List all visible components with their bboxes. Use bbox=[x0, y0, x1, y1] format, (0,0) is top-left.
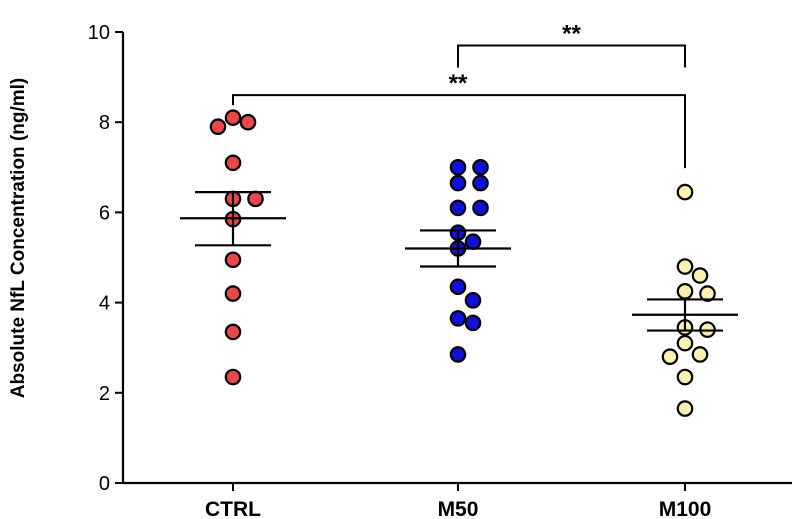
data-point bbox=[224, 285, 242, 302]
data-point bbox=[239, 113, 257, 131]
x-tick-label: CTRL bbox=[205, 498, 261, 519]
data-point bbox=[449, 346, 467, 363]
data-point bbox=[224, 109, 242, 126]
data-point bbox=[449, 310, 467, 327]
significance-bracket bbox=[232, 94, 686, 169]
data-point bbox=[224, 368, 242, 386]
y-tick-label: 4 bbox=[99, 293, 110, 315]
y-tick-label: 0 bbox=[99, 473, 110, 495]
data-point bbox=[472, 159, 489, 176]
y-ticks: 0 2 4 6 8 10 bbox=[88, 22, 123, 495]
data-point bbox=[224, 323, 242, 341]
y-tick-label: 10 bbox=[88, 22, 110, 44]
data-point bbox=[224, 251, 242, 269]
data-point bbox=[449, 278, 467, 296]
mean-sem-markers bbox=[180, 191, 738, 332]
data-point bbox=[224, 154, 242, 172]
data-point bbox=[472, 174, 489, 192]
data-points bbox=[209, 109, 716, 417]
data-point bbox=[472, 199, 489, 217]
data-point bbox=[676, 283, 694, 300]
data-point bbox=[464, 292, 482, 309]
significance-brackets: ** ** bbox=[232, 21, 686, 169]
x-categories: CTRL M50 M100 bbox=[205, 483, 711, 519]
significance-label: ** bbox=[449, 70, 468, 97]
data-point bbox=[209, 118, 227, 136]
data-point bbox=[449, 174, 467, 192]
data-point bbox=[676, 334, 694, 352]
data-point bbox=[464, 233, 482, 251]
x-tick-label: M50 bbox=[438, 498, 479, 519]
data-point bbox=[449, 199, 467, 217]
significance-label: ** bbox=[562, 21, 581, 48]
data-point bbox=[676, 400, 694, 417]
data-point bbox=[676, 183, 694, 201]
y-tick-label: 2 bbox=[99, 383, 110, 405]
y-tick-label: 6 bbox=[99, 202, 110, 224]
y-tick-label: 8 bbox=[99, 112, 110, 134]
y-axis-title: Absolute NfL Concentration (ng/ml) bbox=[8, 78, 29, 399]
data-point bbox=[699, 285, 716, 302]
data-point bbox=[464, 314, 482, 332]
significance-bracket bbox=[457, 44, 686, 68]
data-point bbox=[661, 348, 679, 366]
data-point bbox=[676, 368, 694, 386]
x-tick-label: M100 bbox=[659, 498, 712, 519]
data-point bbox=[691, 267, 709, 284]
data-point bbox=[676, 258, 694, 275]
data-point bbox=[691, 346, 709, 363]
data-point bbox=[449, 159, 467, 176]
data-point bbox=[247, 190, 264, 208]
